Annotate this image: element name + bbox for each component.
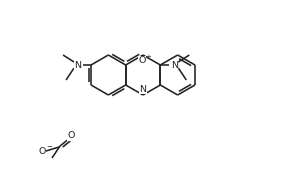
Text: O: O	[67, 131, 75, 140]
Text: O: O	[38, 147, 46, 157]
Text: N: N	[74, 60, 81, 70]
Text: −: −	[46, 144, 52, 150]
Text: O: O	[138, 56, 146, 65]
Text: N: N	[171, 60, 178, 70]
Text: N: N	[140, 85, 147, 94]
Text: +: +	[146, 54, 151, 60]
